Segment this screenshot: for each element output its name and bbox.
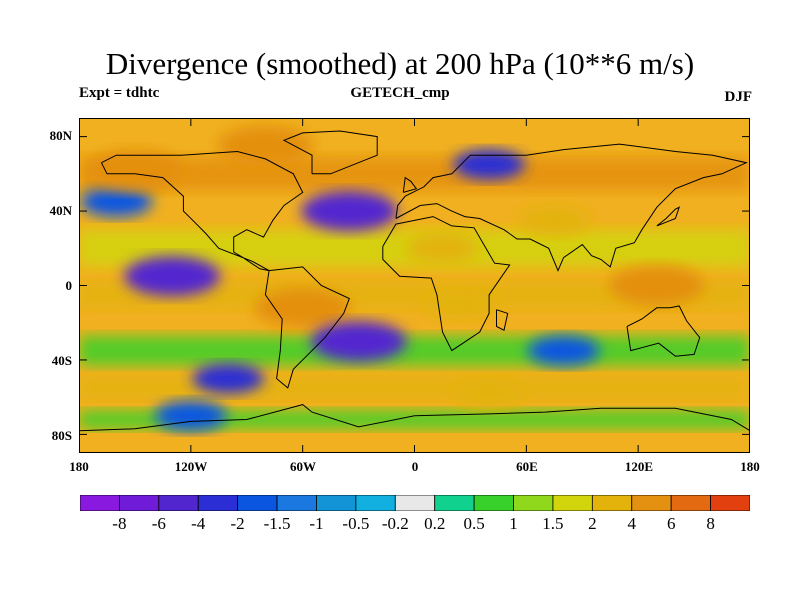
coastlines [79, 130, 750, 432]
colorbar [79, 494, 751, 512]
tropical-convergence-east-pacific [124, 256, 221, 297]
field-band-5 [79, 410, 750, 429]
season-label: DJF [724, 89, 753, 105]
coast-australia [626, 305, 701, 357]
colorbar-swatch-4 [237, 494, 278, 512]
colorbar-swatch-0 [79, 494, 120, 512]
lon-tick-label-120e: 120E [624, 459, 654, 474]
colorbar-swatch-16 [710, 494, 751, 512]
equatorial-divergence-africa [425, 289, 498, 320]
divergence-field [79, 125, 750, 431]
colorbar-label-11: 1.5 [542, 514, 564, 533]
dataset-label: GETECH_cmp [350, 85, 450, 101]
colorbar-label-13: 4 [627, 514, 637, 533]
lat-tick-label-40n: 40N [49, 203, 72, 218]
colorbar-label-5: -1 [309, 514, 324, 533]
colorbar-label-9: 0.5 [463, 514, 485, 533]
lat-tick-label-40s: 40S [51, 353, 72, 368]
coast-africa [382, 216, 511, 352]
colorbar-swatch-13 [591, 494, 633, 512]
colorbar-swatch-1 [119, 494, 160, 512]
colorbar-swatch-15 [670, 494, 711, 512]
map-border [79, 118, 750, 453]
colorbar-swatch-9 [434, 494, 475, 512]
field-band-4 [79, 376, 750, 400]
colorbar-label-12: 2 [588, 514, 597, 533]
lon-tick-label-180w: 180 [69, 459, 89, 474]
divergence-map [78, 118, 751, 453]
chart-title: Divergence (smoothed) at 200 hPa (10**6 … [105, 46, 695, 81]
convergence-north-pacific [80, 186, 153, 217]
convergence-south-pacific [192, 363, 265, 394]
colorbar-label-4: -1.5 [263, 514, 291, 533]
colorbar-swatches [79, 494, 751, 512]
field-band-3 [79, 335, 750, 366]
divergence-north-africa [406, 233, 479, 264]
coast-japan [656, 206, 681, 227]
equatorial-divergence-south-america [254, 287, 351, 328]
colorbar-label-3: -2 [230, 514, 245, 533]
lat-tick-label-80n: 80N [49, 128, 72, 143]
coast-antarctica [79, 404, 750, 432]
field-band-0 [79, 157, 750, 191]
colorbar-swatch-14 [631, 494, 672, 512]
axis-ticks [78, 118, 751, 453]
colorbar-swatch-5 [276, 494, 317, 512]
colorbar-label-10: 1 [509, 514, 518, 533]
coast-madagascar [496, 309, 509, 331]
coast-uk [402, 176, 418, 193]
lat-tick-label-eq: 0 [65, 278, 73, 293]
convergence-indian-ocean [527, 335, 600, 366]
convergence-south-atlantic [310, 321, 407, 362]
colorbar-swatch-8 [394, 494, 436, 512]
colorbar-swatch-7 [355, 494, 396, 512]
lon-tick-label-0: 0 [411, 459, 419, 474]
colorbar-swatch-10 [473, 494, 514, 512]
colorbar-swatch-11 [513, 494, 554, 512]
coast-south-america [264, 266, 350, 389]
colorbar-label-1: -6 [151, 514, 166, 533]
divergence-subtropical-jet-asia [518, 205, 591, 236]
colorbar-label-15: 8 [706, 514, 715, 533]
coast-greenland [282, 130, 378, 175]
experiment-label: Expt = tdhtc [79, 85, 160, 101]
colorbar-swatch-6 [316, 494, 357, 512]
divergence-southern-ocean [453, 378, 526, 409]
lat-tick-label-80s: 80S [51, 428, 72, 443]
colorbar-swatch-12 [552, 494, 593, 512]
coast-north-america [100, 150, 304, 272]
equatorial-divergence-maritime [608, 265, 705, 306]
colorbar-swatch-3 [197, 494, 239, 512]
convergence-eurasia-north [453, 149, 526, 180]
map-plot-area [78, 118, 751, 453]
convergence-antarctic-coast [154, 400, 227, 431]
colorbar-swatch-2 [158, 494, 199, 512]
lon-tick-label-60e: 60E [516, 459, 538, 474]
divergence-arctic-north-america [217, 125, 314, 166]
convergence-north-atlantic [301, 191, 398, 232]
lon-tick-label-180e: 180 [740, 459, 760, 474]
colorbar-label-0: -8 [112, 514, 127, 533]
divergence-north-pacific-jet [86, 150, 183, 191]
colorbar-label-14: 6 [666, 514, 676, 533]
colorbar-label-2: -4 [191, 514, 206, 533]
colorbar-label-8: 0.2 [424, 514, 446, 533]
lon-tick-label-120w: 120W [174, 459, 208, 474]
coast-eurasia [395, 143, 748, 272]
colorbar-label-6: -0.5 [342, 514, 370, 533]
lon-tick-label-60w: 60W [290, 459, 316, 474]
colorbar-label-7: -0.2 [381, 514, 409, 533]
